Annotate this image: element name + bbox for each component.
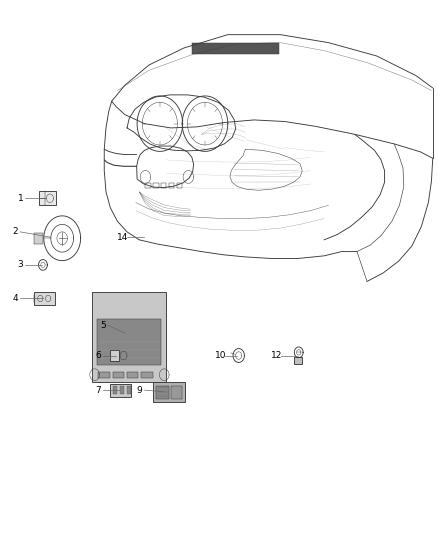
Bar	[92, 292, 166, 382]
Bar	[113, 386, 117, 394]
Bar	[161, 183, 166, 188]
Bar	[113, 372, 124, 378]
Text: 10: 10	[215, 351, 226, 360]
Text: 3: 3	[18, 261, 23, 269]
Bar	[39, 191, 56, 205]
Bar	[141, 372, 153, 378]
Bar	[177, 183, 182, 188]
Bar	[120, 386, 124, 394]
Text: 4: 4	[12, 294, 18, 303]
Text: 6: 6	[95, 351, 101, 360]
Bar	[153, 183, 159, 188]
Text: 9: 9	[137, 386, 142, 394]
Bar	[192, 43, 279, 54]
Text: 1: 1	[18, 194, 23, 203]
Bar	[171, 386, 182, 399]
Bar	[110, 350, 119, 361]
Text: 7: 7	[95, 386, 101, 394]
Bar	[97, 319, 161, 365]
Text: 12: 12	[271, 351, 282, 360]
Bar	[153, 382, 185, 402]
Bar	[34, 292, 55, 305]
Text: 2: 2	[12, 228, 18, 236]
Bar	[34, 233, 43, 244]
Text: 14: 14	[117, 233, 129, 241]
Bar	[127, 372, 138, 378]
Bar	[294, 357, 302, 364]
Text: 5: 5	[100, 321, 106, 329]
Bar	[110, 384, 131, 397]
Bar	[98, 372, 110, 378]
Bar	[169, 183, 174, 188]
Bar	[145, 183, 151, 188]
Bar	[156, 386, 169, 399]
Bar	[127, 386, 131, 394]
